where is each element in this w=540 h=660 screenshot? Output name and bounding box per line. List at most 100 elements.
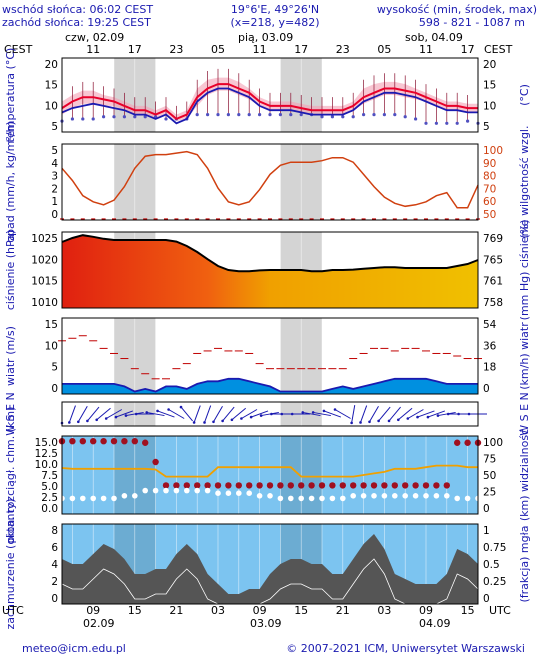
top-hour-label: 23: [336, 43, 350, 56]
y-axis-label-right: (frakcja) mgła: [518, 526, 531, 603]
date-label-3: 04.09: [419, 617, 451, 630]
y-axis-label-right: (%) wilgotność wzgl.: [518, 126, 531, 239]
dew-point-dot: [466, 119, 470, 123]
cloud-extent-dot: [340, 495, 346, 502]
wind-arrow: [334, 409, 351, 419]
day-label-2: pią, 03.09: [238, 31, 293, 44]
bottom-hour-label: 15: [294, 604, 308, 617]
y-axis-label-left: opad (mm/h, kg/m²/h): [4, 121, 17, 242]
wind-arrow-head: [280, 412, 284, 416]
y-axis-label-left: pion. rozciągł. chm. (km): [4, 407, 17, 544]
dew-point-dot: [351, 115, 355, 119]
top-hour-label: 17: [461, 43, 475, 56]
pressure-line: [61, 234, 479, 273]
bottom-hour-label: 03: [211, 604, 225, 617]
top-hour-label: 05: [211, 43, 225, 56]
cloud-base-dot: [142, 439, 149, 446]
wind-arrow-head: [259, 414, 263, 417]
plot-frame: [61, 401, 479, 427]
wind-arrow: [250, 410, 269, 418]
cloud-base-dot: [79, 438, 87, 445]
dew-point-dot: [362, 112, 366, 117]
cloud-base-dot: [214, 482, 222, 489]
footer-email[interactable]: meteo@icm.edu.pl: [22, 642, 126, 655]
wind-arrow-head: [134, 412, 138, 416]
plot-area: [62, 436, 478, 514]
wind-arrow: [378, 406, 391, 422]
dew-point-dot: [237, 112, 241, 117]
y-tick-right: 60: [483, 196, 496, 208]
dew-point-dot: [330, 115, 334, 119]
wind-arrow: [231, 407, 247, 421]
y-tick-right: 769: [483, 233, 503, 245]
y-tick-right: 18: [483, 362, 496, 374]
y-axis-label-right: W S E N: [518, 392, 531, 436]
top-hour-label: 23: [169, 43, 183, 56]
altitude-title: wysokość (min, środek, max): [377, 3, 537, 16]
cloud-extent-dot: [454, 495, 461, 502]
cloud-extent-dot: [142, 487, 148, 494]
cloud-base-dot: [100, 438, 107, 445]
y-tick-left: 5.0: [41, 481, 58, 493]
y-tick-right: 50: [483, 470, 496, 482]
cloud-extent-dot: [236, 490, 242, 497]
cloud-extent-dot: [464, 495, 471, 502]
wind-arrow: [105, 409, 123, 419]
dew-point-dot: [424, 121, 428, 125]
dew-point-dot: [226, 112, 230, 117]
day-label-1: czw, 02.09: [65, 31, 124, 44]
wind-arrow: [313, 411, 331, 417]
plot-frame: [61, 523, 479, 605]
cloud-extent-dot: [80, 495, 86, 502]
dew-point-dot: [164, 117, 168, 121]
wind-arrow-head: [290, 412, 294, 416]
dew-point-dot: [258, 112, 262, 117]
cloud-base-dot: [464, 439, 471, 446]
cloud-extent-dot: [402, 493, 409, 499]
cloud-base-dot: [287, 482, 294, 489]
y-tick-right: 0: [483, 383, 490, 395]
dew-point-dot: [382, 112, 386, 117]
wind-arrow-head: [221, 419, 224, 423]
wind-arrow: [204, 405, 212, 423]
y-tick-left: 15: [45, 80, 58, 92]
y-tick-left: 4: [51, 559, 58, 571]
cloud-extent-dot: [163, 487, 169, 494]
cloud-base-dot: [152, 458, 159, 466]
y-tick-right: 100: [483, 437, 503, 449]
top-hour-label: 17: [128, 43, 142, 56]
wind-arrow: [222, 406, 235, 422]
y-tick-right: 50: [483, 209, 496, 221]
dew-point-dot: [393, 112, 397, 117]
wind-arrow: [146, 411, 165, 417]
wind-arrow: [397, 407, 413, 421]
cloud-extent-dot: [225, 490, 232, 497]
cloud-extent-dot: [381, 493, 388, 499]
y-axis-label-left: W S E N: [4, 392, 17, 436]
y-axis-label-left: temperatura (°C): [4, 48, 17, 143]
wind-arrow-head: [124, 414, 128, 417]
wind-arrow-head: [104, 417, 108, 420]
footer-copyright: © 2007-2021 ICM, Uniwersytet Warszawski: [286, 642, 525, 655]
y-tick-right: 758: [483, 297, 503, 309]
dew-point-dot: [247, 112, 251, 117]
wind-arrow: [351, 405, 356, 423]
wind-arrow-head: [387, 419, 391, 423]
top-hour-label: 17: [294, 43, 308, 56]
dew-point-dot: [154, 115, 158, 119]
wind-arrow-head: [203, 421, 206, 424]
cloud-extent-dot: [111, 495, 117, 502]
wind-line: [62, 377, 478, 393]
y-axis-label-right: (km/h) wiatr: [518, 322, 531, 390]
bottom-hour-label: 15: [128, 604, 142, 617]
dew-point-dot: [91, 117, 95, 121]
y-axis-label-left: wiatr (m/s): [4, 326, 17, 386]
day-label-3: sob, 04.09: [405, 31, 463, 44]
panel-pressure: ciśnienie (hPa) (mm Hg) ciśnienie 1025 1020…: [4, 219, 531, 320]
dew-point-dot: [299, 112, 303, 117]
cloud-extent-dot: [392, 493, 398, 499]
cloud-base-dot: [277, 482, 284, 489]
y-axis-label-right: (°C): [518, 84, 531, 106]
dew-point-dot: [143, 115, 147, 119]
y-tick-left: 15.0: [35, 437, 58, 449]
